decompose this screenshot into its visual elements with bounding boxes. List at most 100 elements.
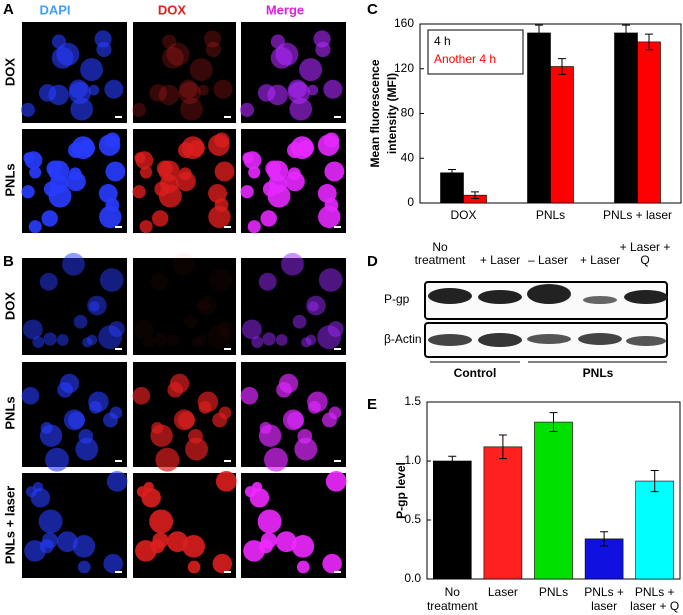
cell bbox=[180, 97, 203, 121]
legend-entry: Another 4 h bbox=[434, 52, 496, 66]
error-bar bbox=[549, 412, 558, 432]
bar bbox=[637, 41, 661, 204]
bar bbox=[635, 480, 675, 580]
cell bbox=[104, 79, 124, 99]
cell bbox=[154, 181, 170, 197]
bar bbox=[534, 421, 573, 580]
cell bbox=[170, 373, 190, 394]
lane-label: Q bbox=[640, 253, 649, 267]
micrograph bbox=[22, 252, 127, 355]
cell bbox=[241, 319, 262, 340]
cell bbox=[66, 171, 86, 192]
cell bbox=[264, 447, 288, 472]
micrograph bbox=[132, 129, 236, 234]
y-tick-label: 1.5 bbox=[404, 394, 421, 408]
cell bbox=[139, 166, 153, 179]
error-bar bbox=[448, 455, 457, 467]
cell bbox=[151, 422, 164, 434]
cell bbox=[150, 272, 169, 291]
error-bar bbox=[535, 24, 543, 42]
cell bbox=[290, 136, 314, 160]
cell bbox=[43, 181, 59, 197]
cell bbox=[109, 406, 123, 420]
cell bbox=[88, 391, 109, 412]
y-tick-label: 80 bbox=[401, 106, 415, 120]
cell bbox=[38, 509, 63, 534]
cell bbox=[99, 205, 122, 229]
x-tick-label: No bbox=[445, 585, 461, 599]
error-bar bbox=[471, 191, 479, 200]
x-tick-label: treatment bbox=[427, 599, 478, 613]
cell bbox=[260, 532, 277, 549]
cell bbox=[40, 422, 53, 434]
y-tick-label: 1.0 bbox=[404, 453, 421, 467]
cell bbox=[167, 334, 179, 346]
cell bbox=[327, 321, 344, 337]
cell bbox=[242, 152, 254, 164]
micrograph bbox=[20, 22, 127, 123]
cell bbox=[22, 319, 43, 340]
cell bbox=[240, 386, 259, 405]
micrograph bbox=[241, 252, 346, 355]
cell bbox=[239, 102, 255, 117]
cell bbox=[209, 268, 233, 292]
cell bbox=[143, 336, 155, 349]
cell bbox=[251, 336, 264, 349]
cell bbox=[212, 553, 233, 574]
cell bbox=[56, 42, 80, 66]
cell bbox=[20, 102, 36, 117]
error-bar bbox=[600, 531, 609, 547]
cell bbox=[287, 81, 310, 105]
micrograph bbox=[241, 471, 347, 578]
cell bbox=[41, 210, 58, 227]
micrograph bbox=[132, 362, 236, 472]
x-tick-label: DOX bbox=[450, 208, 476, 222]
cell bbox=[86, 334, 98, 346]
cell bbox=[59, 373, 80, 394]
cell bbox=[305, 334, 317, 346]
cell bbox=[154, 332, 168, 346]
y-axis-label: P-gp level bbox=[394, 462, 408, 519]
cell bbox=[258, 272, 277, 291]
column-header: DOX bbox=[158, 2, 187, 17]
blot-label: P-gp bbox=[384, 292, 410, 306]
cell bbox=[262, 332, 276, 346]
cell bbox=[214, 198, 229, 212]
micrograph bbox=[131, 22, 236, 123]
cell bbox=[39, 272, 58, 291]
cell bbox=[260, 210, 277, 227]
cell bbox=[24, 540, 46, 562]
cell bbox=[158, 160, 180, 182]
error-bar bbox=[645, 33, 653, 51]
legend-entry: 4 h bbox=[434, 34, 451, 48]
lane-label: + Laser + bbox=[620, 240, 671, 254]
bar bbox=[432, 460, 472, 580]
cell bbox=[99, 268, 124, 292]
panel-letter: E bbox=[367, 396, 377, 413]
cell bbox=[317, 134, 340, 156]
cell bbox=[328, 406, 342, 420]
cell bbox=[323, 79, 343, 99]
y-tick-label: 160 bbox=[394, 16, 414, 30]
micrograph-bg bbox=[133, 258, 236, 355]
cell bbox=[178, 81, 201, 105]
cell bbox=[275, 42, 299, 66]
group-label: Control bbox=[454, 366, 497, 380]
cell bbox=[152, 210, 169, 227]
cell bbox=[322, 553, 342, 574]
cell bbox=[197, 391, 219, 412]
cell bbox=[80, 58, 104, 82]
cell bbox=[324, 161, 345, 182]
cell bbox=[88, 84, 100, 96]
cell bbox=[106, 471, 128, 492]
micrograph bbox=[240, 362, 346, 472]
x-tick-label: PNLs bbox=[536, 208, 565, 222]
cell bbox=[291, 535, 315, 558]
cell bbox=[32, 336, 45, 349]
cell bbox=[98, 134, 121, 156]
lane-label: No bbox=[432, 240, 448, 254]
cell bbox=[240, 185, 254, 199]
cell bbox=[215, 471, 237, 492]
row-label: PNLs bbox=[2, 163, 17, 196]
bar bbox=[527, 32, 551, 204]
